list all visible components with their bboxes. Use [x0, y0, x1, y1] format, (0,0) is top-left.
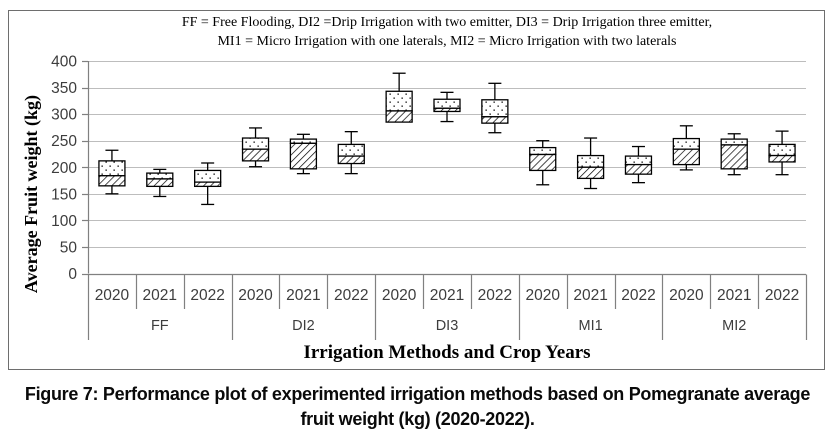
- group-label: FF: [151, 318, 169, 334]
- box-segment: [768, 143, 796, 157]
- y-tick-label: 100: [51, 213, 77, 230]
- year-label: 2021: [430, 287, 464, 304]
- box-segment: [337, 155, 365, 165]
- y-tick-label: 150: [51, 186, 77, 203]
- chart-frame: [8, 10, 825, 370]
- y-tick-label: 250: [51, 133, 77, 150]
- box-segment: [433, 98, 461, 109]
- group-label: MI2: [722, 318, 746, 334]
- legend-note-line2: MI1 = Micro Irrigation with one laterals…: [217, 34, 677, 49]
- box-segment: [672, 148, 700, 166]
- box-segment: [146, 178, 174, 188]
- box-DI3-2020: [385, 72, 413, 123]
- box-DI3-2022: [481, 82, 509, 134]
- box-DI3-2021: [433, 91, 461, 123]
- box-segment: [529, 146, 557, 156]
- box-DI2-2021: [289, 133, 318, 175]
- year-label: 2022: [478, 287, 512, 304]
- group-label: MI1: [579, 318, 603, 334]
- box-segment: [529, 153, 557, 172]
- legend-note: FF = Free Flooding, DI2 =Drip Irrigation…: [88, 13, 806, 51]
- box-segment: [720, 144, 748, 170]
- box-MI1-2022: [624, 145, 653, 184]
- box-segment: [241, 137, 270, 150]
- box-FF-2022: [194, 162, 222, 206]
- figure-caption: Figure 7: Performance plot of experiment…: [0, 382, 835, 432]
- boxplot-svg: 0 50 100 150 200 250 300 350 400 2020 2021 2022 FF 20…: [51, 54, 808, 340]
- box-segment: [576, 154, 605, 168]
- box-segment: [481, 99, 509, 118]
- figure-caption-line1: Figure 7: Performance plot of experiment…: [24, 384, 811, 404]
- y-tick-label: 0: [68, 266, 77, 283]
- box-segment: [433, 107, 461, 113]
- box-segment: [481, 116, 509, 124]
- box-segment: [337, 143, 365, 157]
- box-FF-2020: [98, 149, 126, 195]
- box-segment: [385, 90, 413, 112]
- figure-caption-line2: fruit weight (kg) (2020-2022).: [300, 409, 535, 429]
- year-label: 2022: [765, 287, 799, 304]
- year-label: 2022: [190, 287, 224, 304]
- box-segment: [672, 137, 700, 150]
- y-tick-label: 400: [51, 54, 77, 71]
- box-segment: [146, 172, 174, 180]
- y-tick-label: 350: [51, 80, 77, 97]
- box-segment: [768, 154, 796, 163]
- box-segment: [289, 142, 318, 170]
- y-axis-title: Average Fruit weight (kg): [21, 94, 41, 294]
- year-label: 2021: [717, 287, 751, 304]
- year-label: 2021: [573, 287, 607, 304]
- year-label: 2020: [238, 287, 273, 304]
- box-segment: [194, 181, 222, 188]
- box-MI1-2021: [576, 137, 605, 190]
- year-label: 2020: [669, 287, 704, 304]
- box-MI2-2021: [720, 133, 748, 176]
- box-segment: [720, 138, 748, 146]
- box-MI2-2022: [768, 130, 796, 176]
- box-segment: [98, 160, 126, 177]
- box-FF-2021: [146, 168, 174, 198]
- year-label: 2022: [334, 287, 368, 304]
- year-label: 2022: [621, 287, 655, 304]
- box-segment: [241, 148, 270, 162]
- group-label: DI2: [292, 318, 315, 334]
- year-label: 2020: [95, 287, 130, 304]
- box-segment: [194, 169, 222, 183]
- year-label: 2020: [382, 287, 417, 304]
- box-DI2-2022: [337, 131, 365, 175]
- year-label: 2021: [143, 287, 177, 304]
- box-segment: [385, 110, 413, 123]
- legend-note-line1: FF = Free Flooding, DI2 =Drip Irrigation…: [181, 15, 713, 30]
- box-MI1-2020: [529, 140, 557, 186]
- x-axis-title: Irrigation Methods and Crop Years: [303, 342, 591, 363]
- year-label: 2021: [286, 287, 320, 304]
- box-segment: [98, 175, 126, 187]
- box-segment: [576, 166, 605, 180]
- box-segment: [624, 163, 653, 175]
- y-tick-label: 300: [51, 107, 77, 124]
- box-MI2-2020: [672, 125, 700, 171]
- box-segment: [624, 155, 653, 166]
- group-label: DI3: [436, 318, 459, 334]
- y-tick-label: 200: [51, 160, 77, 177]
- box-DI2-2020: [241, 127, 270, 168]
- year-label: 2020: [525, 287, 560, 304]
- y-tick-label: 50: [60, 239, 78, 256]
